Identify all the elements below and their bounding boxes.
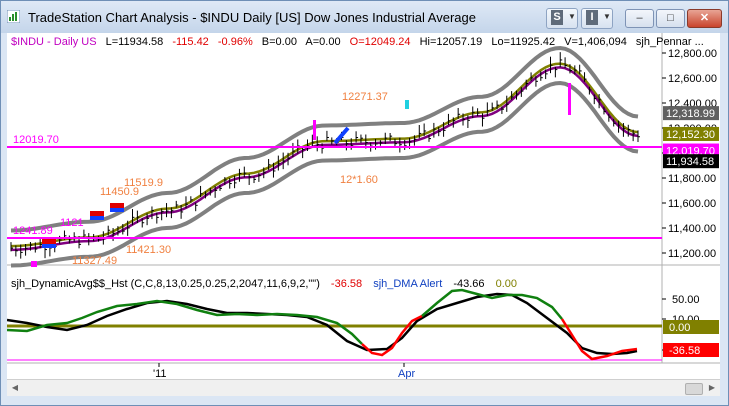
header-change: -115.42 bbox=[172, 36, 209, 48]
strategy-menu-button[interactable]: S ▼ bbox=[546, 8, 578, 29]
indicator-value-1: -36.58 bbox=[331, 278, 362, 290]
indicator-menu-button[interactable]: I ▼ bbox=[581, 8, 613, 29]
price-tag: 11,934.58 bbox=[666, 156, 714, 168]
price-axis-label: 11,600.00 bbox=[668, 198, 716, 210]
swing-label-4: 1241.89 bbox=[13, 225, 53, 237]
indicator-axis-label: 50.00 bbox=[672, 294, 700, 306]
price-tag: 12,152.30 bbox=[666, 129, 715, 141]
indicator-value-2: -43.66 bbox=[453, 278, 484, 290]
header-open: O=12049.24 bbox=[350, 36, 411, 48]
indicator-value-3: 0.00 bbox=[496, 278, 517, 290]
price-axis-label: 12,600.00 bbox=[668, 73, 717, 85]
price-axis-label: 12,800.00 bbox=[668, 48, 717, 60]
average-line-olive bbox=[10, 62, 639, 248]
header-bid: B=0.00 bbox=[262, 36, 297, 48]
envelope-bands bbox=[10, 45, 639, 268]
magenta-marker bbox=[568, 83, 571, 115]
chart-svg[interactable]: $INDU - Daily US L=11934.58 -115.42 -0.9… bbox=[6, 33, 720, 380]
title-bar[interactable]: TradeStation Chart Analysis - $INDU Dail… bbox=[1, 1, 728, 33]
swing-label-2: 11450.9 bbox=[100, 186, 139, 198]
time-label: Apr bbox=[398, 368, 415, 379]
svg-text:sjh_DynamicAvg$$_Hst (C,C,8,13: sjh_DynamicAvg$$_Hst (C,C,8,13,0.25,0.25… bbox=[11, 278, 517, 290]
indicator-tag: -36.58 bbox=[669, 345, 700, 357]
blue-signal-line bbox=[333, 126, 350, 145]
magenta-marker bbox=[313, 120, 316, 140]
scroll-thumb[interactable] bbox=[685, 383, 703, 395]
chevron-down-icon: ▼ bbox=[603, 12, 611, 21]
price-bars bbox=[10, 52, 640, 259]
indicator-alert: sjh_DMA Alert bbox=[373, 278, 442, 290]
swing-label-5: 11421.30 bbox=[126, 244, 171, 256]
indicator-tags: 0.00 -36.58 bbox=[663, 320, 719, 357]
header-indicator: sjh_Pennar ... bbox=[636, 36, 704, 48]
maximize-button[interactable]: □ bbox=[656, 9, 685, 28]
price-axis-label: 11,800.00 bbox=[668, 173, 716, 185]
chart-area[interactable]: $INDU - Daily US L=11934.58 -115.42 -0.9… bbox=[6, 33, 720, 393]
header-last: L=11934.58 bbox=[106, 36, 164, 48]
indicator-tag: 0.00 bbox=[669, 322, 690, 334]
scroll-right-button[interactable]: ▶ bbox=[708, 383, 716, 392]
indicator-green-line bbox=[421, 288, 563, 320]
minimize-button[interactable]: – bbox=[625, 9, 654, 28]
horizontal-scrollbar[interactable]: ◀ ▶ bbox=[7, 379, 720, 396]
hline-label: 12019.70 bbox=[13, 134, 59, 146]
swing-label-6: 11327.49 bbox=[72, 255, 117, 267]
header-pct: -0.96% bbox=[218, 36, 253, 48]
header-symbol: $INDU - Daily US bbox=[11, 36, 97, 48]
swing-label-1: 11519.9 bbox=[124, 177, 163, 189]
indicator-green-line bbox=[6, 299, 363, 345]
time-label: '11 bbox=[153, 368, 167, 379]
close-button[interactable]: ✕ bbox=[687, 9, 722, 28]
average-line-purple bbox=[10, 66, 639, 252]
window-title: TradeStation Chart Analysis - $INDU Dail… bbox=[28, 10, 476, 25]
indicator-name: sjh_DynamicAvg$$_Hst (C,C,8,13,0.25,0.25… bbox=[11, 278, 320, 290]
tradestation-app-icon bbox=[7, 10, 20, 23]
indicator-red-line bbox=[560, 318, 638, 361]
indicator-black-line bbox=[6, 292, 638, 356]
lower-envelope bbox=[10, 80, 639, 268]
price-tag: 12,318.99 bbox=[666, 108, 715, 120]
header-hi: Hi=12057.19 bbox=[420, 36, 483, 48]
svg-text:$INDU - Daily US L=11: $INDU - Daily US L=11934.58 -115.42 -0.9… bbox=[11, 36, 704, 48]
header-vol: V=1,406,094 bbox=[564, 36, 627, 48]
upper-envelope bbox=[10, 45, 639, 233]
high-label: 12271.37 bbox=[342, 91, 388, 103]
close-icon: ✕ bbox=[699, 12, 710, 24]
cyan-marker bbox=[405, 100, 409, 109]
maximize-icon: □ bbox=[667, 12, 674, 24]
minimize-icon: – bbox=[636, 12, 643, 24]
i-icon: I bbox=[586, 10, 598, 25]
scroll-left-button[interactable]: ◀ bbox=[11, 383, 19, 392]
header-lo: Lo=11925.42 bbox=[491, 36, 555, 48]
swing-label-3: 1121 bbox=[60, 217, 84, 229]
signal-blocks bbox=[31, 203, 124, 267]
header-ask: A=0.00 bbox=[305, 36, 340, 48]
s-icon: S bbox=[551, 10, 563, 25]
chevron-down-icon: ▼ bbox=[568, 12, 576, 21]
price-axis-label: 11,200.00 bbox=[668, 248, 716, 260]
price-axis-label: 11,400.00 bbox=[668, 223, 716, 235]
indicator-red-line bbox=[361, 314, 423, 357]
low-label: 12*1.60 bbox=[340, 174, 378, 186]
